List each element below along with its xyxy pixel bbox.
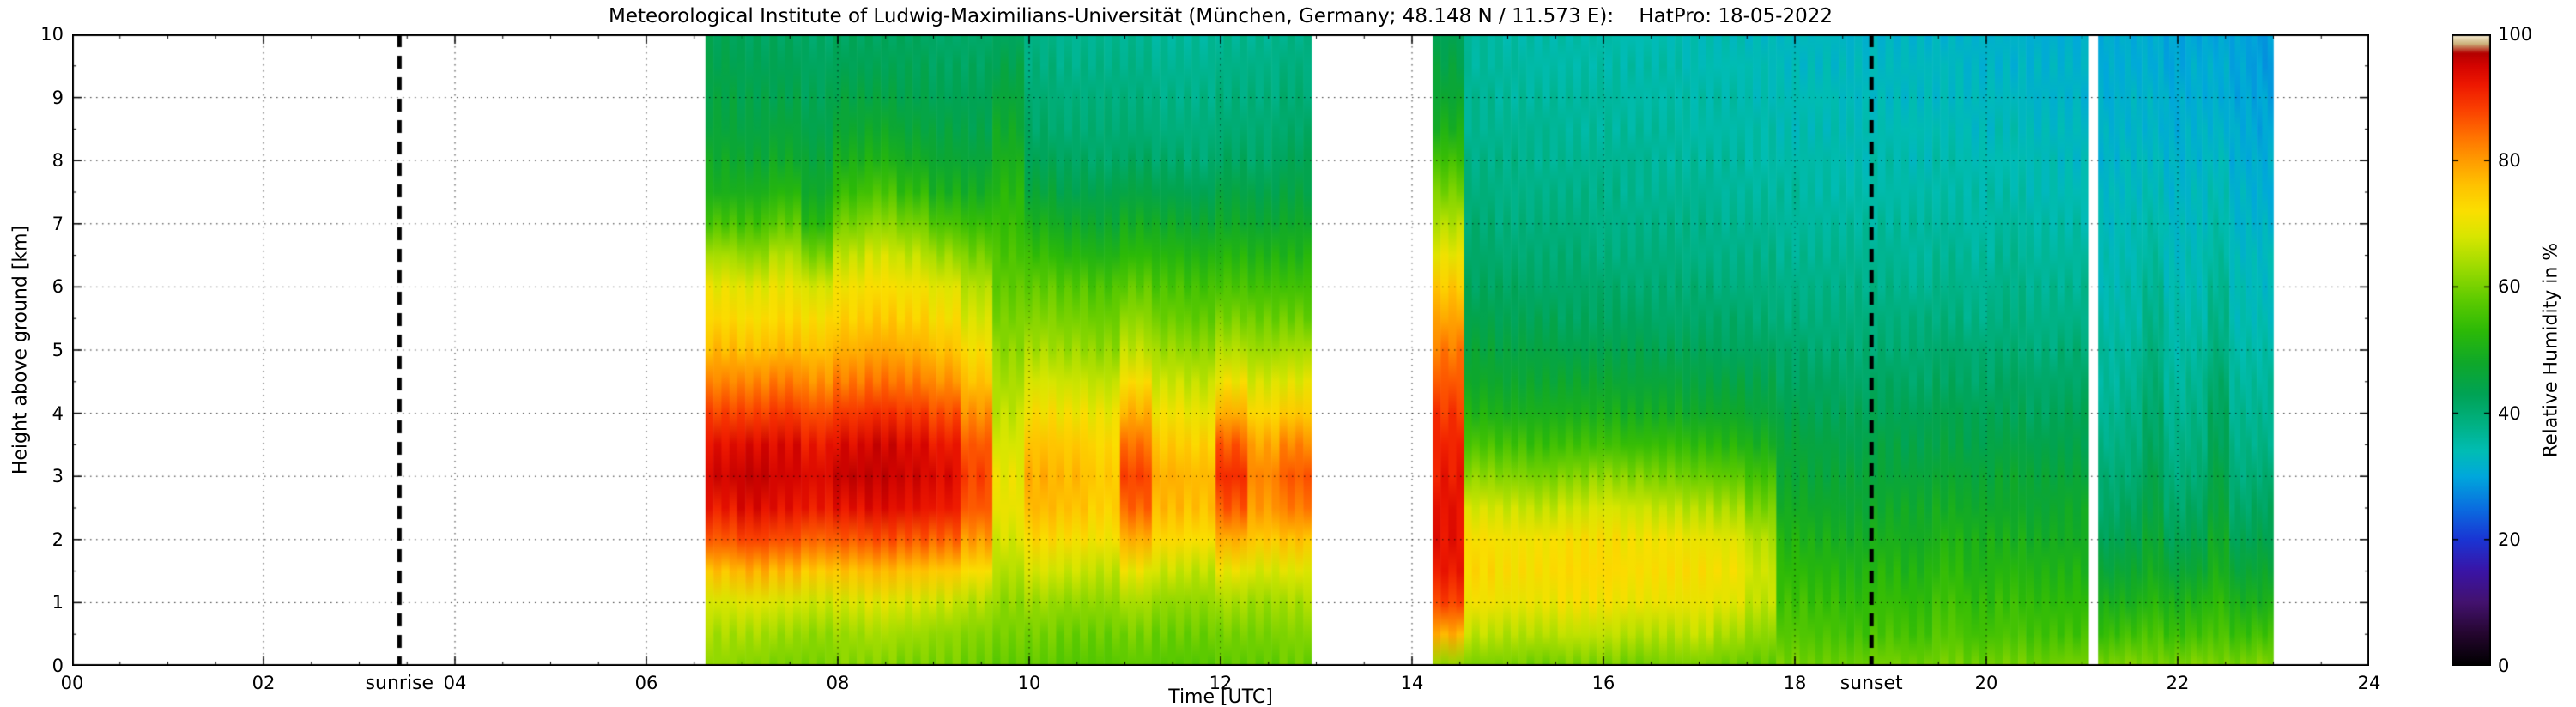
y-tick-label-6: 6 (52, 276, 64, 298)
y-tick-label-3: 3 (52, 466, 64, 487)
x-tick-label-22: 22 (2166, 673, 2190, 693)
y-tick-label-10: 10 (40, 24, 64, 45)
colorbar-tick-label-0: 0 (2498, 656, 2510, 676)
x-tick-label-16: 16 (1591, 673, 1615, 693)
x-tick-label-10: 10 (1017, 673, 1041, 693)
sunset-label: sunset (1840, 673, 1903, 694)
sunrise-label: sunrise (365, 673, 434, 694)
y-tick-label-5: 5 (52, 340, 64, 360)
colorbar-tick-label-80: 80 (2498, 150, 2521, 172)
chart-title: Meteorological Institute of Ludwig-Maxim… (608, 5, 1834, 27)
x-tick-label-24: 24 (2357, 673, 2381, 693)
x-tick-label-02: 02 (252, 673, 276, 693)
y-tick-label-7: 7 (52, 213, 64, 234)
x-tick-label-18: 18 (1783, 673, 1807, 693)
x-tick-label-12: 12 (1209, 673, 1233, 693)
x-tick-label-14: 14 (1400, 673, 1424, 693)
x-tick-label-04: 04 (443, 673, 467, 693)
x-tick-label-08: 08 (826, 673, 850, 693)
colorbar-tick-label-100: 100 (2498, 24, 2533, 45)
colorbar-tick-label-40: 40 (2498, 402, 2521, 424)
x-tick-label-00: 00 (60, 673, 84, 693)
y-tick-label-9: 9 (52, 87, 64, 108)
y-tick-label-4: 4 (52, 402, 64, 424)
x-axis-label: Time [UTC] (1168, 686, 1273, 707)
heatmap-plot-canvas (72, 34, 2369, 666)
colorbar-tick-label-60: 60 (2498, 276, 2521, 298)
x-tick-label-20: 20 (1974, 673, 1998, 693)
y-tick-label-0: 0 (52, 656, 64, 676)
y-tick-label-8: 8 (52, 150, 64, 172)
colorbar-tick-label-20: 20 (2498, 529, 2521, 550)
y-tick-label-2: 2 (52, 529, 64, 550)
y-tick-label-1: 1 (52, 592, 64, 613)
colorbar (2452, 34, 2491, 666)
colorbar-label: Relative Humidity in % (2540, 242, 2562, 458)
x-tick-label-06: 06 (634, 673, 658, 693)
